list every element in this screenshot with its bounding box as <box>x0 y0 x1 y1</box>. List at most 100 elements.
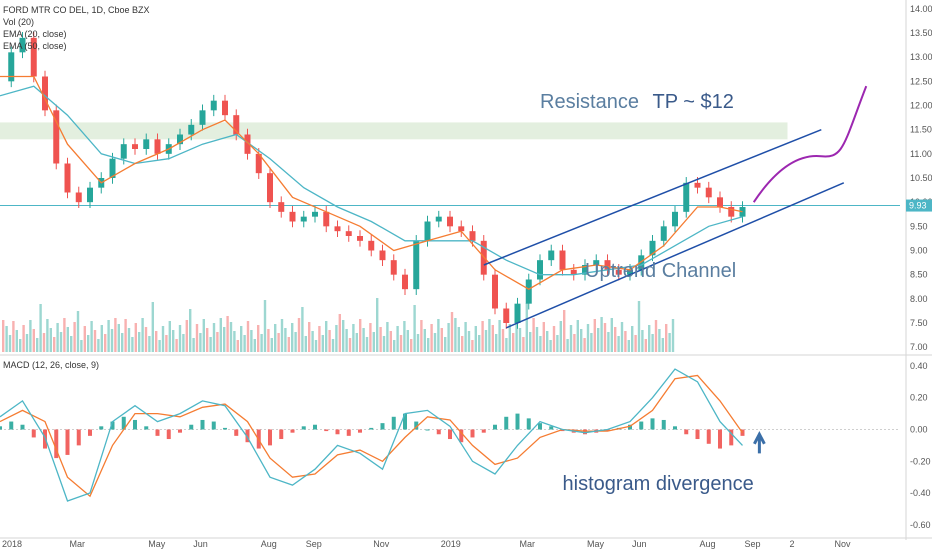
candle-body <box>390 260 397 275</box>
candle-body <box>289 211 296 222</box>
volume-bar <box>637 301 641 352</box>
candle-body <box>694 182 701 188</box>
volume-bar <box>155 331 158 352</box>
time-tick-label: Sep <box>306 539 322 549</box>
volume-bar <box>491 325 494 352</box>
volume-bar <box>223 327 226 352</box>
macd-histogram-bar <box>279 429 284 440</box>
volume-bar <box>301 307 304 352</box>
candle-body <box>199 110 206 125</box>
macd-tick-label: 0.40 <box>910 361 928 371</box>
volume-bar <box>97 339 100 352</box>
candle-body <box>357 236 363 241</box>
volume-bar <box>474 326 477 352</box>
macd-histogram-bar <box>403 413 407 430</box>
time-tick-label: 2019 <box>441 539 461 549</box>
macd-tick-label: -0.20 <box>910 456 931 466</box>
volume-bar <box>416 334 420 352</box>
volume-bar <box>127 328 131 352</box>
time-tick-label: May <box>587 539 605 549</box>
volume-bar <box>342 320 345 352</box>
volume-bar <box>539 336 542 352</box>
volume-bar <box>498 320 501 352</box>
candle-body <box>233 115 240 135</box>
candle-body <box>154 139 161 154</box>
candle-body <box>120 144 127 159</box>
channel-annotation: Uptrend Channel <box>585 260 736 282</box>
volume-bar <box>15 330 18 352</box>
volume-bar <box>444 337 447 352</box>
candle-body <box>379 250 386 261</box>
candle-body <box>87 187 93 203</box>
candle-body <box>300 216 307 222</box>
volume-bar <box>369 323 372 352</box>
macd-tick-label: 0.00 <box>910 424 928 434</box>
macd-histogram-bar <box>515 413 520 430</box>
macd-histogram-bar <box>31 429 36 438</box>
volume-bar <box>607 332 610 352</box>
volume-bar <box>532 318 535 352</box>
macd-histogram-bar <box>695 429 700 440</box>
macd-histogram-bar <box>470 429 475 438</box>
macd-histogram-bar <box>200 419 205 430</box>
macd-histogram-bar <box>560 429 565 432</box>
candle-body <box>638 255 645 270</box>
volume-bar <box>308 322 311 352</box>
candle-body <box>435 216 442 222</box>
volume-bar <box>427 338 430 352</box>
macd-histogram-bar <box>245 429 250 443</box>
volume-bar <box>172 330 175 352</box>
time-tick-label: Aug <box>700 539 716 549</box>
volume-bar <box>195 324 199 352</box>
macd-histogram-bar <box>425 429 430 431</box>
volume-bar <box>631 326 634 352</box>
candle-body <box>210 100 217 111</box>
volume-bar <box>199 333 202 352</box>
volume-bar <box>178 325 182 352</box>
volume-bar <box>175 339 178 352</box>
macd-histogram-bar <box>211 421 216 430</box>
macd-histogram-bar <box>380 423 385 430</box>
volume-bar <box>83 326 86 352</box>
volume-bar <box>212 323 216 352</box>
candle-body <box>75 192 82 203</box>
channel-lower-line <box>506 182 845 329</box>
volume-bar <box>464 322 467 352</box>
macd-histogram-bar <box>9 421 14 430</box>
macd-histogram-bar <box>166 429 171 440</box>
volume-bar <box>423 329 426 352</box>
volume-bar <box>219 318 222 352</box>
volume-bar <box>454 318 457 352</box>
volume-bar <box>253 339 256 352</box>
candle-body <box>132 144 138 149</box>
volume-bar <box>512 333 515 352</box>
volume-bar <box>117 324 120 352</box>
macd-histogram-bar <box>504 416 509 430</box>
price-tick-label: 13.00 <box>910 52 932 62</box>
volume-bar <box>311 331 314 352</box>
volume-bar <box>508 324 511 352</box>
volume-bar <box>274 324 277 352</box>
macd-histogram-bar <box>0 426 2 430</box>
candle-body <box>53 110 60 164</box>
volume-bar <box>114 318 117 352</box>
volume-bar <box>600 317 603 352</box>
volume-bar <box>182 334 185 352</box>
macd-histogram-bar <box>133 419 137 430</box>
time-tick-label: 2 <box>790 539 795 549</box>
volume-bar <box>634 335 637 352</box>
volume-bar <box>124 319 127 352</box>
price-tick-label: 9.50 <box>910 221 928 231</box>
volume-bar <box>168 321 171 352</box>
volume-bar <box>304 336 307 352</box>
volume-bar <box>525 303 528 352</box>
macd-histogram-bar <box>549 426 554 430</box>
volume-bar <box>144 327 148 352</box>
macd-histogram-bar <box>650 418 655 430</box>
symbol-title: FORD MTR CO DEL, 1D, Cboe BZX <box>3 5 150 15</box>
macd-histogram-bar <box>358 429 362 433</box>
volume-bar <box>63 318 66 352</box>
volume-bar <box>382 336 386 352</box>
macd-histogram-bar <box>684 429 689 435</box>
